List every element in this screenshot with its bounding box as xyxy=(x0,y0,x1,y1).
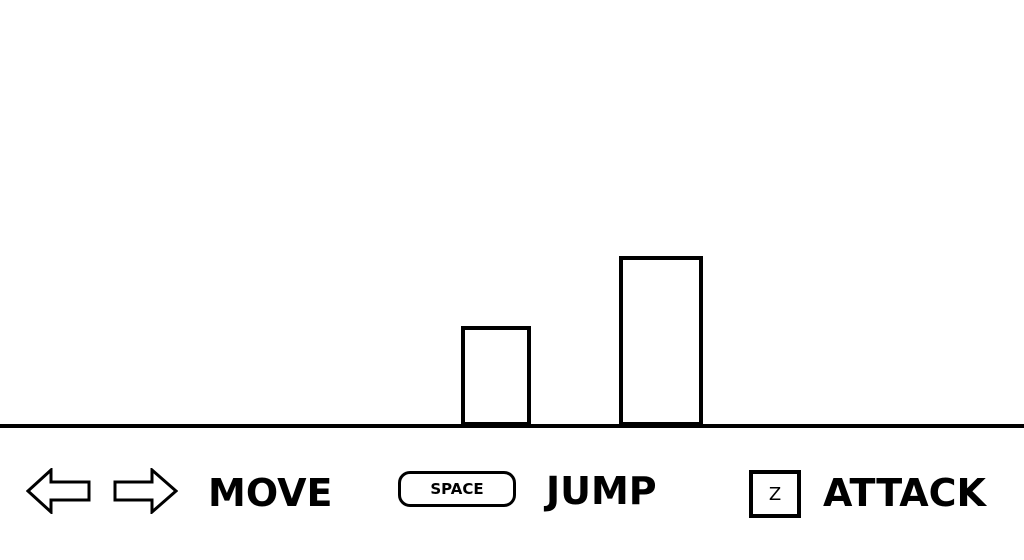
move-label: MOVE xyxy=(208,471,333,515)
z-key-icon: Z xyxy=(749,470,801,518)
tall-block-obstacle xyxy=(619,256,703,426)
jump-label: JUMP xyxy=(546,469,657,513)
short-block-obstacle xyxy=(461,326,531,426)
space-key-label: SPACE xyxy=(430,480,484,498)
z-key-label: Z xyxy=(768,483,782,505)
arrow-right-icon xyxy=(113,468,178,514)
ground-line xyxy=(0,424,1024,428)
arrow-left-icon xyxy=(26,468,91,514)
space-key-icon: SPACE xyxy=(398,471,516,507)
attack-label: ATTACK xyxy=(823,471,986,515)
